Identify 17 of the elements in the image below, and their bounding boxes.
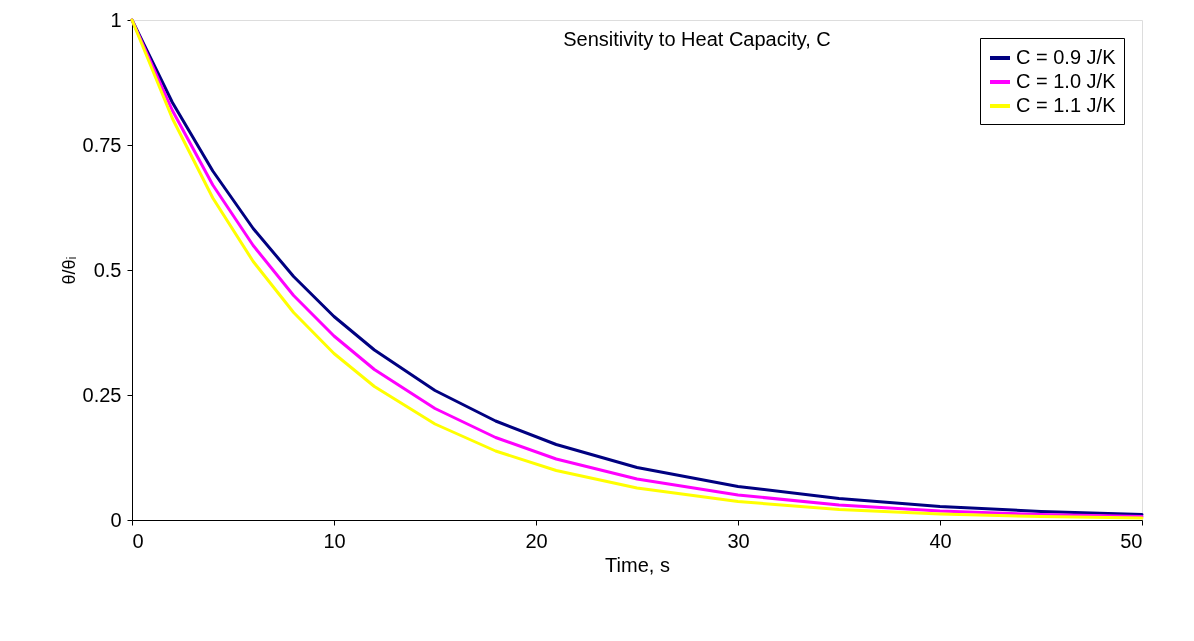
y-tick-label: 0 <box>110 508 122 531</box>
legend-label: C = 1.1 J/K <box>1016 94 1117 116</box>
x-tick-label: 50 <box>1120 529 1143 552</box>
x-tick-label: 20 <box>525 529 548 552</box>
y-axis-title: θ/θᵢ <box>58 256 79 285</box>
legend-label: C = 0.9 J/K <box>1016 46 1117 68</box>
x-tick-label: 10 <box>323 529 346 552</box>
y-tick-label: 1 <box>110 8 122 31</box>
y-tick-label: 0.25 <box>82 383 122 406</box>
x-tick-label: 30 <box>727 529 750 552</box>
legend-label: C = 1.0 J/K <box>1016 70 1117 92</box>
x-axis-title: Time, s <box>605 553 670 576</box>
chart-title: Sensitivity to Heat Capacity, C <box>563 28 831 50</box>
x-tick-label: 40 <box>929 529 952 552</box>
y-tick-label: 0.75 <box>82 133 122 156</box>
y-tick-label: 0.5 <box>93 258 122 281</box>
x-tick-label: 0 <box>132 529 144 552</box>
